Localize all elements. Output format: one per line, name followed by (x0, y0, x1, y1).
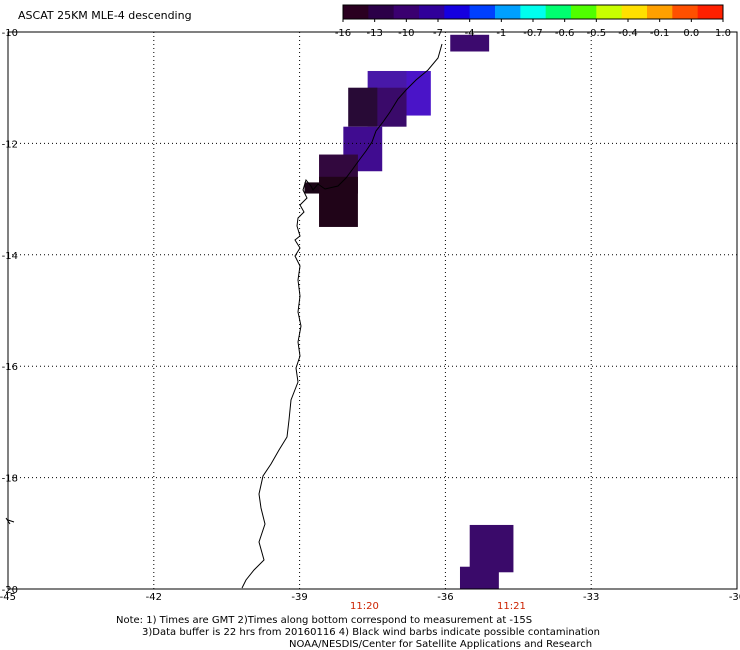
time-label-1120: 11:20 (350, 601, 379, 612)
wind-cell (319, 176, 358, 227)
lon-tick-label: -45 (0, 592, 16, 603)
lat-tick-label: -10 (2, 28, 18, 39)
colorbar-swatch (520, 5, 547, 19)
colorbar-tick-label: -10 (398, 28, 414, 39)
colorbar-swatch (469, 5, 496, 19)
colorbar-tick-label: -0.1 (650, 28, 670, 39)
colorbar-swatch (545, 5, 572, 19)
colorbar-tick-label: -0.6 (555, 28, 575, 39)
colorbar-tick-label: -0.4 (618, 28, 638, 39)
note-line-1: Note: 1) Times are GMT 2)Times along bot… (116, 615, 533, 626)
wind-cell (348, 87, 378, 127)
colorbar-swatch (647, 5, 673, 19)
colorbar-swatch (444, 5, 471, 19)
colorbar-tick-label: -7 (433, 28, 443, 39)
wind-cell (459, 566, 499, 589)
colorbar-swatch (393, 5, 420, 19)
lat-tick-label: -20 (2, 585, 18, 596)
note-line-2: 3)Data buffer is 22 hrs from 20160116 4)… (142, 627, 600, 638)
graticule (8, 32, 737, 589)
colorbar-tick-label: -16 (335, 28, 351, 39)
colorbar-swatch (596, 5, 623, 19)
colorbar-swatch (672, 5, 699, 19)
colorbar-swatch (571, 5, 597, 19)
scatterometer-cells (304, 34, 514, 589)
colorbar: -16 -13 -10 -7 -4 -1 -0.7 -0.6 -0.5 -0.4 -0.1 0.0 1.… (335, 4, 731, 39)
colorbar-swatch (621, 5, 648, 19)
colorbar-tick-label: -0.7 (523, 28, 543, 39)
colorbar-swatch (419, 5, 445, 19)
colorbar-swatch (697, 5, 724, 19)
colorbar-swatch (495, 5, 521, 19)
island-mark (5, 517, 15, 525)
colorbar-tick-label: 1.0 (715, 28, 731, 39)
colorbar-swatch (368, 5, 395, 19)
lat-tick-label: -12 (2, 139, 18, 150)
lon-tick-label: -33 (583, 592, 599, 603)
lat-tick-label: -16 (2, 362, 18, 373)
lon-tick-label: -39 (291, 592, 307, 603)
colorbar-tick-label: -4 (465, 28, 475, 39)
colorbar-tick-label: -1 (496, 28, 506, 39)
lon-tick-label: -36 (437, 592, 453, 603)
lat-tick-label: -18 (2, 474, 18, 485)
lon-tick-label: -42 (146, 592, 162, 603)
lat-tick-label: -14 (2, 251, 18, 262)
axis-tick-labels: -10 -12 -14 -16 -18 -20-45 -42 -39 -36 -33 -30 (0, 28, 740, 603)
colorbar-swatch (343, 5, 369, 19)
colorbar-tick-label: 0.0 (683, 28, 699, 39)
map-title: ASCAT 25KM MLE-4 descending (18, 9, 192, 22)
colorbar-tick-label: -13 (366, 28, 382, 39)
wind-cell (450, 34, 490, 52)
coastline (241, 43, 443, 589)
wind-cell (469, 524, 514, 573)
map-frame (7, 31, 738, 590)
note-line-3: NOAA/NESDIS/Center for Satellite Applica… (289, 639, 593, 650)
time-label-1121: 11:21 (497, 601, 526, 612)
lon-tick-label: -30 (729, 592, 740, 603)
colorbar-tick-label: -0.5 (587, 28, 607, 39)
